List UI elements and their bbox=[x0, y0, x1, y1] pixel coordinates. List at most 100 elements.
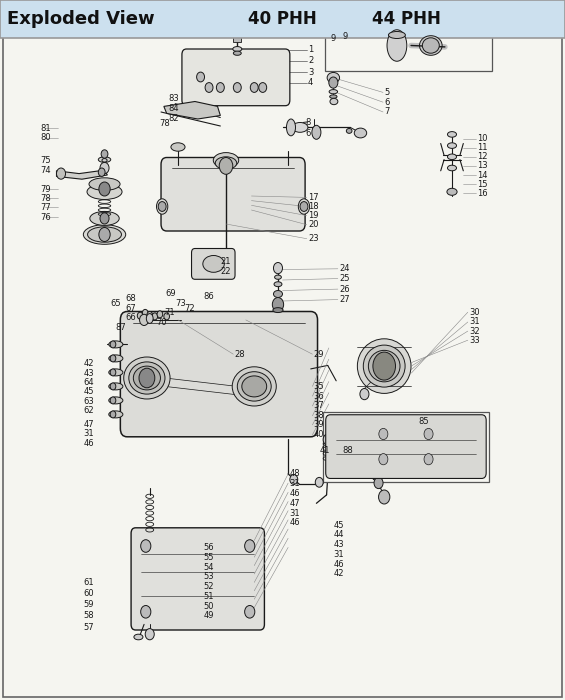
Text: 8: 8 bbox=[305, 118, 311, 127]
Text: 29: 29 bbox=[314, 350, 324, 358]
Ellipse shape bbox=[363, 345, 405, 387]
Text: 11: 11 bbox=[477, 144, 488, 152]
Circle shape bbox=[99, 182, 110, 196]
Text: 15: 15 bbox=[477, 180, 488, 188]
Text: 36: 36 bbox=[314, 392, 324, 400]
Text: 58: 58 bbox=[84, 612, 94, 620]
Ellipse shape bbox=[422, 38, 440, 53]
Ellipse shape bbox=[87, 184, 122, 199]
Text: 45: 45 bbox=[333, 521, 344, 529]
Text: 2: 2 bbox=[308, 57, 313, 65]
Polygon shape bbox=[348, 442, 372, 466]
Circle shape bbox=[145, 629, 154, 640]
Circle shape bbox=[99, 228, 110, 241]
Ellipse shape bbox=[108, 397, 123, 404]
Text: 77: 77 bbox=[41, 203, 51, 211]
Ellipse shape bbox=[108, 383, 123, 390]
Ellipse shape bbox=[234, 31, 241, 35]
Circle shape bbox=[158, 202, 166, 211]
Text: 41: 41 bbox=[320, 447, 331, 455]
Text: 20: 20 bbox=[308, 220, 319, 229]
Circle shape bbox=[233, 83, 241, 92]
Circle shape bbox=[245, 540, 255, 552]
Ellipse shape bbox=[329, 95, 337, 99]
Ellipse shape bbox=[292, 122, 308, 132]
Circle shape bbox=[110, 341, 116, 348]
Text: 67: 67 bbox=[125, 304, 136, 313]
Text: 62: 62 bbox=[84, 407, 94, 415]
Text: 46: 46 bbox=[333, 560, 344, 568]
Text: 86: 86 bbox=[203, 293, 214, 301]
Text: 3: 3 bbox=[308, 68, 314, 76]
Circle shape bbox=[147, 312, 153, 318]
Text: 12: 12 bbox=[477, 153, 488, 161]
Text: 54: 54 bbox=[203, 563, 214, 571]
Ellipse shape bbox=[134, 634, 143, 640]
Ellipse shape bbox=[368, 351, 400, 382]
Ellipse shape bbox=[108, 341, 123, 348]
Circle shape bbox=[379, 454, 388, 465]
Text: 69: 69 bbox=[166, 290, 176, 298]
Circle shape bbox=[110, 383, 116, 390]
Circle shape bbox=[373, 352, 396, 380]
Circle shape bbox=[374, 477, 383, 489]
Circle shape bbox=[273, 262, 282, 274]
Ellipse shape bbox=[237, 372, 271, 401]
Ellipse shape bbox=[124, 357, 170, 399]
Text: 4: 4 bbox=[308, 78, 313, 87]
Text: 72: 72 bbox=[184, 304, 195, 313]
Text: 42: 42 bbox=[333, 570, 344, 578]
Polygon shape bbox=[56, 170, 107, 179]
Ellipse shape bbox=[129, 362, 165, 394]
Circle shape bbox=[141, 540, 151, 552]
Ellipse shape bbox=[419, 36, 442, 55]
Ellipse shape bbox=[215, 157, 237, 169]
Circle shape bbox=[216, 83, 224, 92]
Ellipse shape bbox=[298, 199, 310, 214]
Polygon shape bbox=[164, 102, 220, 119]
Circle shape bbox=[219, 158, 233, 174]
Ellipse shape bbox=[447, 143, 457, 148]
Text: 43: 43 bbox=[84, 369, 94, 377]
Ellipse shape bbox=[327, 73, 340, 83]
FancyBboxPatch shape bbox=[120, 312, 318, 437]
Text: 25: 25 bbox=[339, 274, 350, 283]
Circle shape bbox=[152, 313, 158, 320]
Text: 1: 1 bbox=[308, 46, 313, 54]
Circle shape bbox=[140, 314, 149, 326]
Text: 51: 51 bbox=[203, 592, 214, 601]
Circle shape bbox=[371, 464, 384, 481]
Text: 43: 43 bbox=[333, 540, 344, 549]
Ellipse shape bbox=[98, 157, 111, 162]
Circle shape bbox=[359, 456, 371, 470]
Ellipse shape bbox=[108, 355, 123, 362]
Ellipse shape bbox=[171, 143, 185, 151]
Text: 82: 82 bbox=[168, 114, 179, 122]
FancyBboxPatch shape bbox=[131, 528, 264, 630]
Circle shape bbox=[290, 475, 298, 484]
Text: 52: 52 bbox=[203, 582, 214, 591]
Text: 84: 84 bbox=[168, 104, 179, 113]
Ellipse shape bbox=[273, 308, 283, 312]
Text: 13: 13 bbox=[477, 162, 488, 170]
Text: 19: 19 bbox=[308, 211, 319, 220]
Text: 75: 75 bbox=[41, 156, 51, 164]
Text: 64: 64 bbox=[84, 378, 94, 386]
Text: 60: 60 bbox=[84, 589, 94, 598]
Circle shape bbox=[164, 313, 170, 320]
Text: 44 PHH: 44 PHH bbox=[372, 10, 441, 28]
Circle shape bbox=[272, 298, 284, 312]
Circle shape bbox=[424, 428, 433, 440]
Ellipse shape bbox=[133, 366, 160, 390]
Circle shape bbox=[142, 309, 148, 316]
Ellipse shape bbox=[146, 314, 153, 323]
Text: 83: 83 bbox=[168, 94, 179, 103]
Text: 6: 6 bbox=[305, 129, 311, 137]
Circle shape bbox=[110, 411, 116, 418]
Text: 56: 56 bbox=[203, 543, 214, 552]
Bar bbox=[323, 412, 489, 482]
Ellipse shape bbox=[346, 129, 352, 134]
Circle shape bbox=[197, 72, 205, 82]
Ellipse shape bbox=[354, 128, 367, 138]
Circle shape bbox=[98, 168, 105, 176]
